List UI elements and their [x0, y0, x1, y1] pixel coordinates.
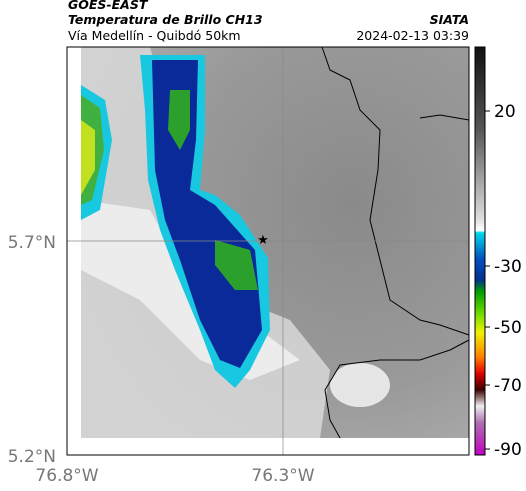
cloud-patch: [330, 363, 390, 407]
colorbar-label: 20: [494, 102, 516, 122]
brand: SIATA: [430, 12, 469, 27]
location-marker: ★: [257, 233, 269, 248]
lat-label: 5.7°N: [8, 233, 56, 253]
route: Vía Medellín - Quibdó 50km: [68, 28, 241, 43]
borders: [321, 46, 470, 439]
title: GOES-EAST: [68, 0, 149, 12]
subtitle: Temperatura de Brillo CH13: [68, 12, 263, 27]
colorbar-ticks: 20 -30 -50 -70 -90: [485, 102, 522, 460]
coldest-top: [168, 90, 258, 290]
colorbar-label: -30: [494, 257, 522, 277]
timestamp: 2024-02-13 03:39: [356, 28, 469, 43]
map-frame: [66, 46, 470, 456]
colorbar-label: -70: [494, 376, 522, 396]
colorbar-label: -50: [494, 318, 522, 338]
lat-label: 5.2°N: [8, 447, 56, 467]
colorbar: [474, 46, 486, 456]
colorbar-label: -90: [494, 440, 522, 460]
lon-label: 76.3°W: [251, 466, 314, 486]
peak-west: [81, 120, 95, 195]
lon-label: 76.8°W: [35, 466, 98, 486]
map: ★: [66, 46, 470, 456]
